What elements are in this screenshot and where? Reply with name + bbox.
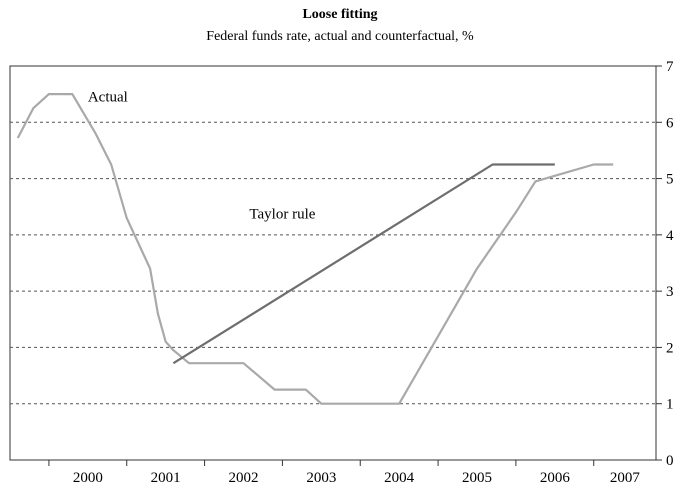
y-tick-label-6: 6 <box>666 115 674 131</box>
x-tick-label-2006: 2006 <box>540 470 571 486</box>
y-tick-label-2: 2 <box>666 340 674 356</box>
x-tick-label-2004: 2004 <box>384 470 415 486</box>
plot-area: 0 1 2 3 4 5 6 7 2000 2001 2002 2003 2004 2005 2006 2007… <box>9 59 674 486</box>
y-tick-label-4: 4 <box>666 228 674 244</box>
x-tick-label-2002: 2002 <box>228 470 258 486</box>
x-tick-label-2000: 2000 <box>73 470 103 486</box>
x-tick-label-2005: 2005 <box>462 470 492 486</box>
y-tick-label-1: 1 <box>666 397 674 413</box>
chart-title: Loose fitting <box>302 7 377 22</box>
series-label-taylor-rule: Taylor rule <box>249 206 315 222</box>
chart-subtitle: Federal funds rate, actual and counterfa… <box>206 29 474 44</box>
x-tick-label-2003: 2003 <box>306 470 336 486</box>
y-tick-label-5: 5 <box>666 172 674 188</box>
y-tick-label-7: 7 <box>666 59 674 75</box>
y-tick-label-3: 3 <box>666 284 674 300</box>
x-tick-label-2007: 2007 <box>610 470 641 486</box>
series-line-actual <box>16 92 614 405</box>
series-line-taylor-rule <box>172 163 555 365</box>
plot-frame <box>9 65 657 461</box>
x-tick-label-2001: 2001 <box>151 470 181 486</box>
series-label-actual: Actual <box>88 89 128 105</box>
y-tick-label-0: 0 <box>666 453 674 469</box>
